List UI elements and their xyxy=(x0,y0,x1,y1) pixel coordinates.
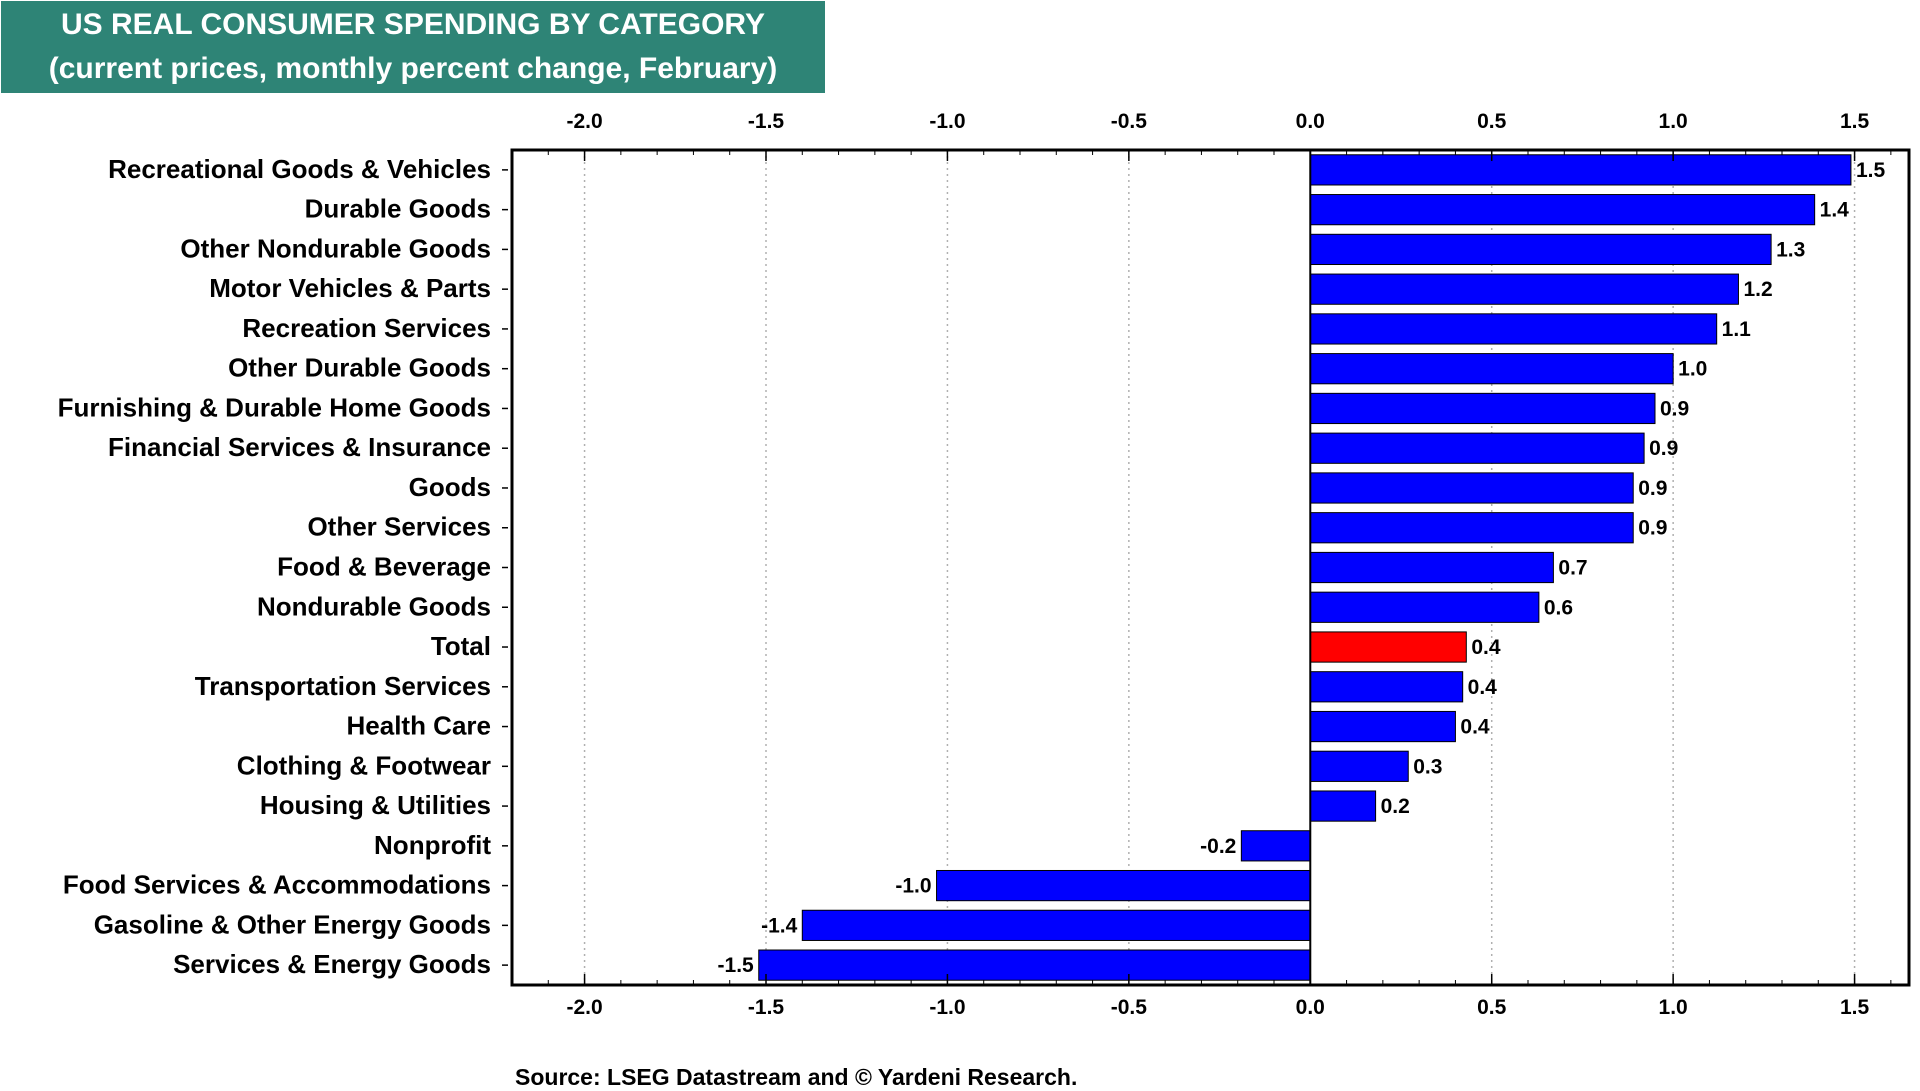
x-tick-label-top: 0.5 xyxy=(1477,110,1507,133)
data-label: 0.4 xyxy=(1471,636,1501,659)
bar xyxy=(1309,551,1554,584)
x-tick-label-top: -1.5 xyxy=(748,110,785,133)
bar xyxy=(1309,671,1464,703)
x-tick-label-top: 1.0 xyxy=(1659,110,1688,133)
data-label: 0.9 xyxy=(1649,437,1678,460)
bar xyxy=(1309,591,1540,623)
category-label: Financial Services & Insurance xyxy=(108,432,491,462)
bar xyxy=(1309,512,1634,544)
category-label: Furnishing & Durable Home Goods xyxy=(58,392,491,422)
bar xyxy=(1309,710,1456,743)
data-label: 1.2 xyxy=(1743,278,1772,301)
category-label: Housing & Utilities xyxy=(260,790,491,820)
bar xyxy=(1240,830,1311,862)
x-tick-label-bottom: 1.5 xyxy=(1840,996,1870,1019)
bar xyxy=(1309,392,1656,425)
category-label: Nondurable Goods xyxy=(257,591,491,621)
x-tick-label-bottom: -0.5 xyxy=(1111,996,1148,1019)
chart-title-line2: (current prices, monthly percent change,… xyxy=(48,52,778,85)
category-label: Recreational Goods & Vehicles xyxy=(108,154,491,184)
category-label: Motor Vehicles & Parts xyxy=(209,273,491,303)
category-label: Recreation Services xyxy=(242,313,491,343)
x-tick-label-bottom: 0.5 xyxy=(1477,996,1507,1019)
category-label: Health Care xyxy=(347,711,492,741)
x-tick-label-top: -1.0 xyxy=(929,110,965,133)
data-label: 1.3 xyxy=(1776,238,1805,261)
data-label: 1.4 xyxy=(1820,199,1850,222)
category-label: Total xyxy=(431,631,491,661)
category-label: Goods xyxy=(409,472,491,502)
bar xyxy=(1309,154,1852,186)
data-label: 1.5 xyxy=(1856,159,1886,182)
x-tick-label-top: -0.5 xyxy=(1111,110,1148,133)
data-label: 0.4 xyxy=(1468,676,1498,699)
bar xyxy=(1309,750,1409,782)
x-tick-label-bottom: 0.0 xyxy=(1296,996,1325,1019)
data-label: -0.2 xyxy=(1200,835,1236,858)
bar xyxy=(1309,194,1816,226)
bar xyxy=(1309,790,1377,822)
data-label: -1.5 xyxy=(718,954,755,977)
bar xyxy=(1309,233,1772,266)
bar xyxy=(1309,631,1467,663)
data-label: 0.9 xyxy=(1638,477,1667,500)
category-label: Clothing & Footwear xyxy=(237,750,491,780)
category-label: Nonprofit xyxy=(374,830,491,860)
data-label: 0.9 xyxy=(1638,517,1667,540)
source-note: Source: LSEG Datastream and © Yardeni Re… xyxy=(515,1064,1078,1090)
bar xyxy=(1309,432,1645,464)
data-label: -1.4 xyxy=(761,914,798,937)
bar xyxy=(936,869,1311,902)
category-label: Gasoline & Other Energy Goods xyxy=(94,909,491,939)
category-label: Food Services & Accommodations xyxy=(63,870,491,900)
chart-title: US REAL CONSUMER SPENDING BY CATEGORY (c… xyxy=(1,1,825,93)
bar xyxy=(1309,313,1718,345)
data-label: -1.0 xyxy=(895,875,931,898)
x-tick-label-top: 1.5 xyxy=(1840,110,1870,133)
category-label: Transportation Services xyxy=(195,671,491,701)
plot-frame xyxy=(510,148,1911,987)
data-label: 1.1 xyxy=(1722,318,1752,341)
category-label: Food & Beverage xyxy=(277,552,491,582)
data-label: 0.7 xyxy=(1558,557,1587,580)
x-tick-label-bottom: 1.0 xyxy=(1659,996,1688,1019)
bar xyxy=(1309,472,1634,504)
data-label: 0.4 xyxy=(1460,716,1490,739)
category-label: Durable Goods xyxy=(305,194,491,224)
x-tick-label-bottom: -1.5 xyxy=(748,996,785,1019)
category-label: Other Services xyxy=(307,512,491,542)
x-tick-label-bottom: -1.0 xyxy=(929,996,965,1019)
data-label: 0.2 xyxy=(1381,795,1410,818)
x-tick-label-top: 0.0 xyxy=(1296,110,1325,133)
category-label: Other Durable Goods xyxy=(228,353,491,383)
chart-title-line1: US REAL CONSUMER SPENDING BY CATEGORY xyxy=(61,8,765,41)
bar xyxy=(801,909,1311,941)
bar xyxy=(1309,353,1674,385)
bar xyxy=(758,949,1311,981)
bar xyxy=(1309,273,1739,305)
data-label: 0.6 xyxy=(1544,596,1573,619)
category-label: Other Nondurable Goods xyxy=(180,233,491,263)
x-tick-label-bottom: -2.0 xyxy=(566,996,602,1019)
data-label: 0.9 xyxy=(1660,397,1689,420)
x-tick-label-top: -2.0 xyxy=(566,110,602,133)
category-label: Services & Energy Goods xyxy=(173,949,491,979)
data-label: 0.3 xyxy=(1413,755,1442,778)
data-label: 1.0 xyxy=(1678,358,1707,381)
